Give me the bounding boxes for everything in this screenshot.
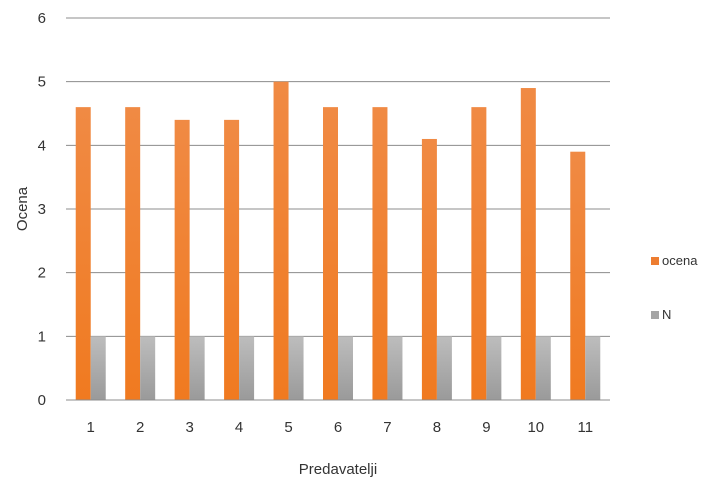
bar-ocena-4 — [224, 119, 240, 400]
bar-n-5 — [288, 336, 304, 400]
legend-swatch-ocena — [651, 257, 659, 265]
y-axis-ticks: 0 1 2 3 4 5 6 — [38, 10, 46, 409]
y-tick-label: 0 — [38, 392, 46, 409]
bar-ocena-5 — [273, 81, 289, 401]
y-tick-label: 5 — [38, 74, 46, 91]
bar-ocena-9 — [471, 107, 487, 400]
x-tick-label: 7 — [383, 419, 391, 436]
bar-ocena-11 — [570, 151, 586, 400]
y-tick-label: 3 — [38, 201, 46, 218]
legend-swatch-n — [651, 311, 659, 319]
bar-ocena-3 — [174, 119, 190, 400]
bar-ocena-10 — [520, 88, 536, 401]
bar-n-3 — [189, 336, 205, 400]
bars — [75, 81, 601, 401]
y-tick-label: 4 — [38, 137, 46, 154]
bar-ocena-1 — [75, 107, 91, 400]
bar-ocena-2 — [125, 107, 141, 400]
legend-label-ocena: ocena — [662, 253, 698, 268]
x-tick-label: 5 — [284, 419, 292, 436]
x-tick-label: 6 — [334, 419, 342, 436]
x-axis-ticks: 1 2 3 4 5 6 7 8 9 10 11 — [87, 419, 594, 436]
x-tick-label: 3 — [185, 419, 193, 436]
x-tick-label: 9 — [482, 419, 490, 436]
x-tick-label: 11 — [577, 419, 593, 436]
x-tick-label: 4 — [235, 419, 243, 436]
bar-n-11 — [585, 336, 601, 400]
bar-n-7 — [387, 336, 403, 400]
y-tick-label: 6 — [38, 10, 46, 27]
x-tick-label: 1 — [87, 419, 95, 436]
legend-label-n: N — [662, 307, 671, 322]
legend: ocena N — [651, 253, 698, 322]
y-tick-label: 1 — [38, 328, 46, 345]
x-tick-label: 8 — [433, 419, 441, 436]
x-axis-title: Predavatelji — [299, 461, 377, 478]
bar-n-4 — [239, 336, 255, 400]
bar-ocena-7 — [372, 107, 388, 400]
bar-n-8 — [436, 336, 452, 400]
bar-n-6 — [338, 336, 353, 400]
x-tick-label: 2 — [136, 419, 144, 436]
x-tick-label: 10 — [527, 419, 544, 436]
bar-n-9 — [486, 336, 502, 400]
y-tick-label: 2 — [38, 265, 46, 282]
y-axis-title: Ocena — [14, 186, 31, 231]
bar-ocena-6 — [323, 107, 338, 400]
bar-n-1 — [90, 336, 106, 400]
bar-n-2 — [140, 336, 156, 400]
bar-n-10 — [535, 336, 551, 400]
bar-ocena-8 — [421, 138, 437, 400]
